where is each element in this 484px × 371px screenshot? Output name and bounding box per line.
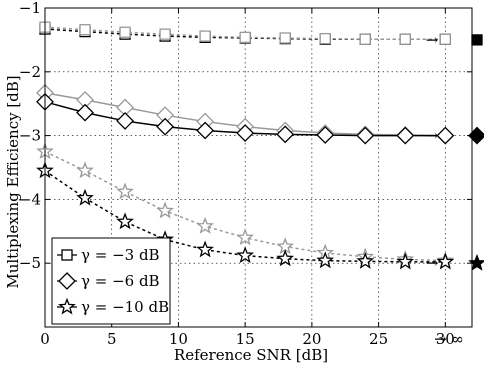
- y-tick-label: −4: [19, 190, 41, 208]
- asymptote-arrow: →: [426, 31, 439, 49]
- y-tick-label: −2: [19, 63, 41, 81]
- asymptote-diamond-marker: [468, 126, 484, 145]
- data-point: [156, 201, 174, 219]
- x-tick-label: 0: [40, 330, 50, 348]
- legend-label: γ = −6 dB: [81, 272, 160, 290]
- data-point: [439, 33, 451, 45]
- legend: γ = −3 dB γ = −6 dB γ = −10 dB: [51, 237, 171, 325]
- data-point: [239, 31, 251, 43]
- series-diamond-black: [36, 92, 455, 145]
- data-point: [119, 26, 131, 38]
- plot-frame: [44, 7, 473, 328]
- y-tick-label: −1: [19, 0, 41, 17]
- data-point: [116, 182, 134, 200]
- data-point: [396, 252, 415, 270]
- legend-label: γ = −3 dB: [81, 246, 160, 264]
- data-point: [196, 121, 215, 140]
- data-point: [276, 125, 295, 144]
- data-point: [196, 216, 214, 234]
- data-point: [436, 126, 455, 145]
- y-tick-label: −3: [19, 127, 41, 145]
- data-point: [196, 240, 214, 258]
- asymptote-square-marker: [471, 34, 483, 46]
- asymptote-markers: → → → → ∞: [426, 31, 484, 348]
- data-point: [279, 32, 291, 44]
- x-tick-label: 10: [169, 330, 188, 348]
- axis-ticks: 0 5 10 15 20 25 30 −5 −4 −3 −2 −1: [19, 0, 472, 348]
- legend-star-marker: [58, 297, 76, 315]
- data-point: [316, 251, 335, 269]
- data-point: [399, 33, 411, 45]
- data-point: [316, 126, 335, 144]
- data-point: [199, 30, 211, 42]
- series-line: [44, 170, 446, 263]
- data-point: [236, 246, 255, 264]
- data-point: [76, 188, 94, 206]
- x-axis-label: Reference SNR [dB]: [174, 346, 328, 364]
- legend-diamond-marker: [58, 272, 76, 290]
- data-point: [276, 249, 295, 267]
- data-point: [436, 252, 455, 270]
- x-tick-label: 30: [436, 330, 455, 348]
- x-tick-label: 15: [236, 330, 255, 348]
- data-point: [116, 212, 134, 230]
- data-point: [76, 161, 94, 179]
- data-point: [236, 124, 255, 142]
- x-tick-label: 5: [107, 330, 117, 348]
- data-point: [76, 103, 94, 122]
- legend-label: γ = −10 dB: [81, 298, 169, 316]
- x-tick-label: 20: [302, 330, 321, 348]
- data-point: [356, 126, 375, 145]
- data-point: [319, 32, 331, 45]
- data-point: [396, 126, 415, 145]
- asymptote-arrow: →: [426, 254, 439, 272]
- data-point: [79, 24, 91, 36]
- data-point: [236, 228, 255, 246]
- data-point: [116, 112, 134, 130]
- series-layer: [36, 21, 455, 270]
- data-point: [359, 33, 371, 45]
- asymptote-star-marker: [468, 253, 484, 271]
- data-point: [159, 28, 171, 40]
- x-infinity-label: → ∞: [434, 330, 464, 348]
- x-tick-label: 25: [369, 330, 388, 348]
- y-tick-label: −5: [19, 254, 41, 272]
- y-axis-label: Multiplexing Efficiency [dB]: [4, 75, 22, 288]
- legend-square-marker: [61, 249, 73, 261]
- data-point: [156, 117, 175, 136]
- data-point: [356, 251, 375, 269]
- asymptote-arrow: →: [426, 127, 439, 145]
